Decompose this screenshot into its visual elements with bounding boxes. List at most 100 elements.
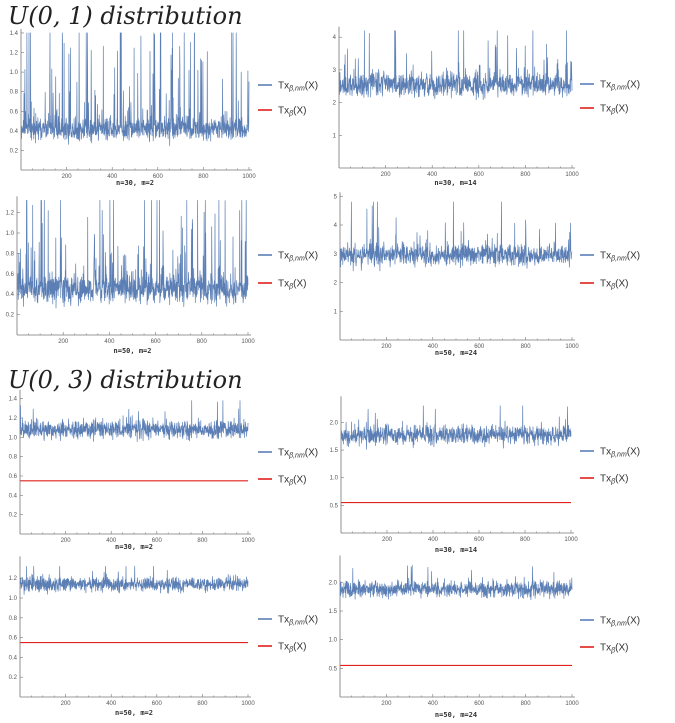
y-tick-label: 0.2 (9, 675, 18, 681)
subplot-caption: n=30, m=2 (116, 179, 154, 187)
legend-item-tx-beta: Txβ(X) (580, 104, 628, 116)
y-tick-label: 0.5 (330, 503, 339, 509)
y-tick-label: 1.5 (329, 609, 338, 615)
x-tick-label: 200 (381, 172, 392, 178)
legend-label: Txβ(X) (600, 474, 628, 486)
x-tick-label: 400 (428, 537, 439, 543)
subplot-6: 200 400 600 800 1000 0.5 1.0 1.5 2.0 n=30, m=14 Tx… (330, 396, 640, 554)
y-tick-label: 1.0 (6, 231, 15, 237)
x-tick-label: 400 (106, 538, 117, 544)
legend-label: Txβ(X) (278, 279, 306, 291)
series-tx-beta-nm-line (20, 32, 250, 146)
subplot-caption: n=30, m=14 (434, 179, 476, 187)
x-tick-label: 400 (107, 174, 118, 180)
subplot-8: 200 400 600 800 1000 0.5 1.0 1.5 2.0 n=50, m=24 Tx… (329, 555, 640, 719)
x-tick-label: 1000 (241, 339, 255, 345)
legend-label: Txβ,nm(X) (600, 616, 640, 628)
x-tick-label: 200 (382, 537, 393, 543)
x-tick-label: 600 (151, 339, 162, 345)
y-tick-label: 1.0 (9, 596, 18, 602)
y-tick-label: 1.2 (9, 576, 18, 582)
x-tick-label: 400 (428, 344, 439, 350)
x-tick-label: 1000 (241, 701, 255, 707)
y-tick-label: 0.6 (9, 474, 18, 480)
y-tick-label: 0.4 (9, 655, 18, 661)
y-tick-label: 1.2 (10, 51, 19, 57)
subplot-caption: n=50, m=2 (115, 709, 153, 717)
legend-item-tx-beta: Txβ(X) (258, 106, 306, 118)
legend-label: Txβ,nm(X) (600, 80, 640, 92)
legend-label: Txβ,nm(X) (278, 81, 318, 93)
x-tick-label: 600 (474, 172, 485, 178)
y-tick-label: 0.6 (6, 272, 15, 278)
x-tick-label: 400 (427, 172, 438, 178)
y-tick-label: 3 (334, 252, 338, 258)
y-tick-label: 1.0 (9, 435, 18, 441)
y-tick-label: 1 (334, 309, 338, 315)
series-tx-beta-nm-line (19, 565, 249, 595)
subplot-caption: n=30, m=2 (115, 543, 153, 551)
y-tick-label: 1.4 (10, 31, 19, 37)
x-tick-label: 600 (474, 701, 485, 707)
y-tick-label: 2.0 (330, 420, 339, 426)
x-tick-label: 800 (521, 701, 532, 707)
legend-item-tx-beta-nm: Txβ,nm(X) (258, 615, 318, 627)
x-tick-label: 800 (197, 538, 208, 544)
legend-label: Txβ(X) (600, 279, 628, 291)
legend-item-tx-beta: Txβ(X) (258, 642, 306, 654)
y-tick-label: 2.0 (329, 580, 338, 586)
legend-item-tx-beta-nm: Txβ,nm(X) (580, 616, 640, 628)
y-tick-label: 0.8 (6, 251, 15, 257)
x-tick-label: 800 (520, 172, 531, 178)
y-tick-label: 0.4 (6, 292, 15, 298)
legend-item-tx-beta: Txβ(X) (258, 279, 306, 291)
series-tx-beta-nm-line (19, 400, 249, 442)
subplot-2: 200 400 600 800 1000 1 2 3 4 n=30, m=14 Txβ,nm(X) T… (333, 26, 640, 187)
x-tick-label: 200 (62, 174, 73, 180)
x-tick-label: 1000 (565, 701, 579, 707)
legend-item-tx-beta-nm: Txβ,nm(X) (580, 80, 640, 92)
x-tick-label: 600 (474, 344, 485, 350)
y-tick-label: 1.0 (329, 638, 338, 644)
subplot-5: 200 400 600 800 1000 0.2 0.4 0.6 0.8 1.0 1.2 1.4 n=3… (9, 389, 318, 551)
y-tick-label: 0.2 (10, 148, 19, 154)
subplot-caption: n=50, m=2 (114, 347, 152, 355)
y-tick-label: 0.6 (9, 636, 18, 642)
legend-label: Txβ(X) (278, 475, 306, 487)
y-tick-label: 0.8 (9, 455, 18, 461)
x-tick-label: 1000 (242, 174, 256, 180)
subplot-caption: n=30, m=14 (435, 546, 477, 554)
x-tick-label: 800 (520, 537, 531, 543)
legend-label: Txβ(X) (600, 104, 628, 116)
y-tick-label: 0.8 (9, 616, 18, 622)
x-tick-label: 1000 (565, 344, 579, 350)
y-tick-label: 0.2 (6, 313, 15, 319)
y-tick-label: 0.4 (10, 129, 19, 135)
series-tx-beta-nm-line (338, 30, 573, 101)
legend-item-tx-beta: Txβ(X) (580, 474, 628, 486)
legend-item-tx-beta: Txβ(X) (580, 643, 628, 655)
series-tx-beta-nm-line (16, 200, 249, 309)
x-tick-label: 800 (197, 339, 208, 345)
x-tick-label: 200 (61, 538, 72, 544)
y-tick-label: 1.0 (10, 70, 19, 76)
x-tick-label: 200 (381, 344, 392, 350)
legend-item-tx-beta: Txβ(X) (258, 475, 306, 487)
legend-item-tx-beta-nm: Txβ,nm(X) (258, 448, 318, 460)
legend-item-tx-beta-nm: Txβ,nm(X) (258, 251, 318, 263)
legend-item-tx-beta: Txβ(X) (580, 279, 628, 291)
y-tick-label: 4 (334, 223, 338, 229)
x-tick-label: 800 (521, 344, 532, 350)
legend-label: Txβ,nm(X) (600, 251, 640, 263)
legend-label: Txβ,nm(X) (278, 251, 318, 263)
y-tick-label: 1.5 (330, 448, 339, 454)
legend-label: Txβ(X) (278, 106, 306, 118)
section-title-uniform-0-3: U(0, 3) distribution (8, 366, 243, 394)
y-tick-label: 2 (333, 101, 337, 107)
x-tick-label: 200 (381, 701, 392, 707)
x-tick-label: 800 (197, 701, 208, 707)
x-tick-label: 200 (61, 701, 72, 707)
subplot-caption: n=50, m=24 (435, 349, 477, 357)
